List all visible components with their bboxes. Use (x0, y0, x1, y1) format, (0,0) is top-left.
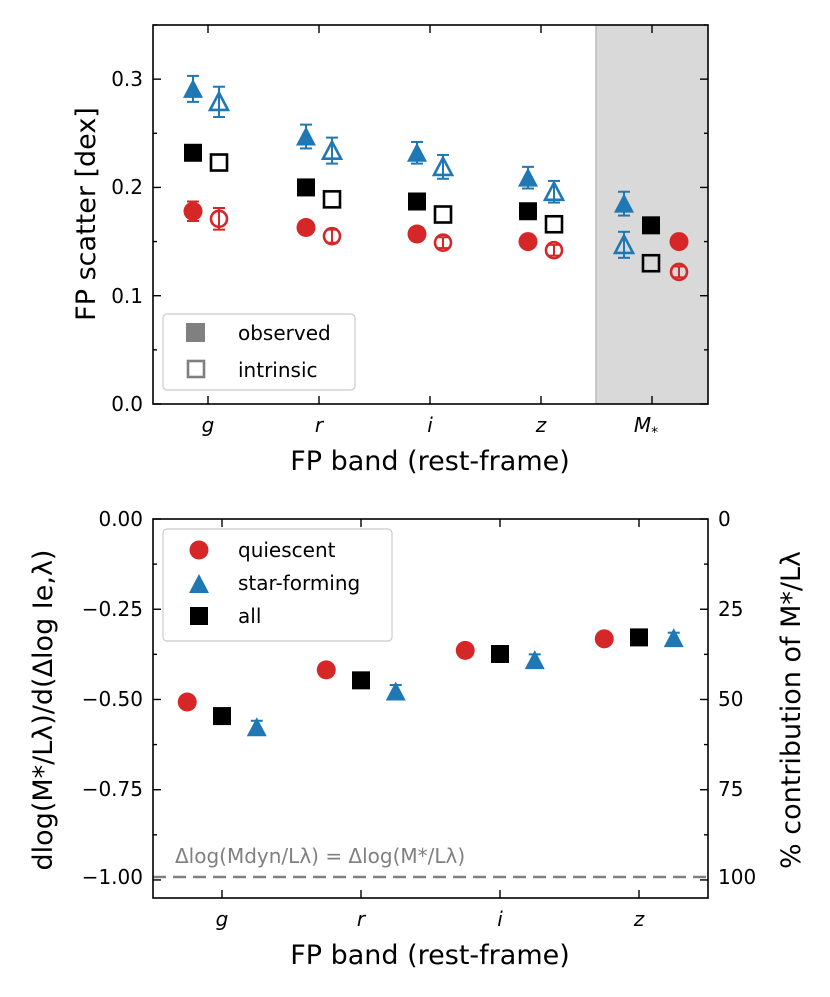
bottom-point-star_forming (663, 628, 684, 648)
top-panel: 0.0 0.1 0.2 0.3 g r i z M* FP band (rest… (71, 24, 709, 477)
bottom-ytick-label: −0.75 (82, 777, 143, 801)
top-point-star_forming (542, 179, 566, 202)
bottom-xtick-label: z (633, 907, 645, 931)
bottom-legend: quiescent star-forming all (162, 528, 393, 642)
top-point-all (322, 190, 342, 209)
top-point-quiescent (209, 209, 229, 229)
bottom-y-axis-label: dlog(M*/Lλ)/d(Δlog Ie,λ) (28, 550, 59, 871)
bottom-ytick-label: −0.50 (82, 687, 143, 711)
top-ytick-label: 0.0 (111, 392, 143, 416)
top-point-quiescent (407, 224, 427, 244)
bottom-point-all (491, 644, 509, 663)
top-point-quiescent (544, 240, 564, 260)
top-point-all (642, 216, 660, 235)
bottom-right-tick-label: 0 (718, 507, 731, 531)
top-xtick-label: M* (634, 413, 658, 441)
top-point-quiescent (433, 233, 453, 252)
bottom-x-axis-label: FP band (rest-frame) (290, 940, 570, 971)
top-point-star_forming (207, 90, 231, 112)
top-point-star_forming (183, 78, 203, 98)
bottom-xtick-label: g (216, 907, 229, 931)
top-y-axis-label: FP scatter [dex] (71, 107, 102, 321)
legend-intrinsic-marker (186, 359, 206, 379)
bottom-ytick-label: 0.00 (98, 507, 143, 531)
top-point-all (544, 214, 564, 234)
bottom-legend-frame (162, 528, 393, 642)
bottom-point-quiescent (316, 660, 336, 680)
bottom-ytick-label: −1.00 (82, 865, 143, 889)
bottom-point-star_forming (524, 650, 545, 670)
legend-all-marker (190, 607, 208, 625)
bottom-plot-frame (152, 518, 709, 899)
top-ytick-label: 0.1 (111, 284, 143, 308)
bottom-right-tick-label: 100 (718, 865, 756, 889)
legend-observed-marker (186, 323, 205, 342)
top-point-quiescent (296, 217, 316, 237)
legend-quiescent-marker (189, 540, 209, 560)
top-point-star_forming (614, 193, 634, 213)
bottom-panel: Δlog(Mdyn/Lλ) = Δlog(M*/Lλ) 0.00 −0.25 −… (28, 507, 807, 971)
bottom-right-axis-label: % contribution of M*/Lλ (776, 551, 807, 869)
bottom-point-quiescent (455, 640, 475, 660)
top-point-quiescent (183, 201, 203, 221)
bottom-right-tick-label: 25 (718, 597, 743, 621)
top-legend: observed intrinsic (162, 313, 356, 391)
top-xtick-label: z (535, 413, 547, 437)
top-point-star_forming (407, 142, 427, 162)
bottom-xtick-label: i (497, 907, 503, 931)
top-point-star_forming (518, 167, 538, 187)
bottom-right-tick-label: 75 (718, 777, 743, 801)
top-point-all (408, 192, 426, 211)
bottom-ytick-label: −0.25 (82, 597, 143, 621)
bottom-point-quiescent (594, 629, 614, 649)
top-data-marks (183, 74, 689, 282)
legend-star-forming-label: star-forming (238, 571, 360, 595)
legend-observed-label: observed (238, 321, 331, 345)
bottom-point-star_forming (246, 717, 267, 737)
bottom-ticks (153, 518, 708, 898)
top-x-axis-label: FP band (rest-frame) (290, 446, 570, 477)
bottom-point-star_forming (385, 681, 406, 701)
legend-star-forming-marker (189, 574, 209, 593)
top-point-star_forming (612, 233, 636, 255)
top-mstar-shade (596, 25, 708, 404)
bottom-right-tick-label: 50 (718, 687, 743, 711)
top-point-all (433, 205, 453, 224)
bottom-point-all (352, 671, 370, 690)
top-ytick-label: 0.3 (111, 67, 143, 91)
top-point-quiescent (669, 262, 689, 282)
top-point-all (209, 153, 229, 172)
top-point-star_forming (320, 138, 344, 161)
top-point-quiescent (669, 232, 689, 252)
top-point-quiescent (322, 226, 342, 246)
top-point-all (519, 202, 537, 221)
top-legend-frame (162, 313, 356, 391)
top-xtick-label: i (427, 413, 433, 437)
top-point-all (297, 178, 315, 197)
top-xtick-label: g (202, 413, 215, 437)
reference-line-label: Δlog(Mdyn/Lλ) = Δlog(M*/Lλ) (175, 844, 465, 868)
top-ytick-label: 0.2 (111, 175, 143, 199)
bottom-point-quiescent (177, 692, 197, 712)
legend-quiescent-label: quiescent (238, 538, 336, 562)
bottom-data-marks (177, 628, 684, 737)
top-point-all (184, 143, 202, 162)
bottom-point-all (630, 628, 648, 647)
top-point-quiescent (518, 232, 538, 252)
top-ticks (153, 24, 708, 405)
top-point-all (641, 253, 661, 273)
top-xtick-label: r (315, 413, 325, 437)
bottom-point-all (213, 707, 231, 726)
bottom-xtick-label: r (357, 907, 367, 931)
legend-intrinsic-label: intrinsic (238, 358, 318, 382)
top-point-star_forming (431, 155, 455, 177)
top-point-star_forming (296, 126, 316, 146)
legend-all-label: all (238, 604, 261, 628)
